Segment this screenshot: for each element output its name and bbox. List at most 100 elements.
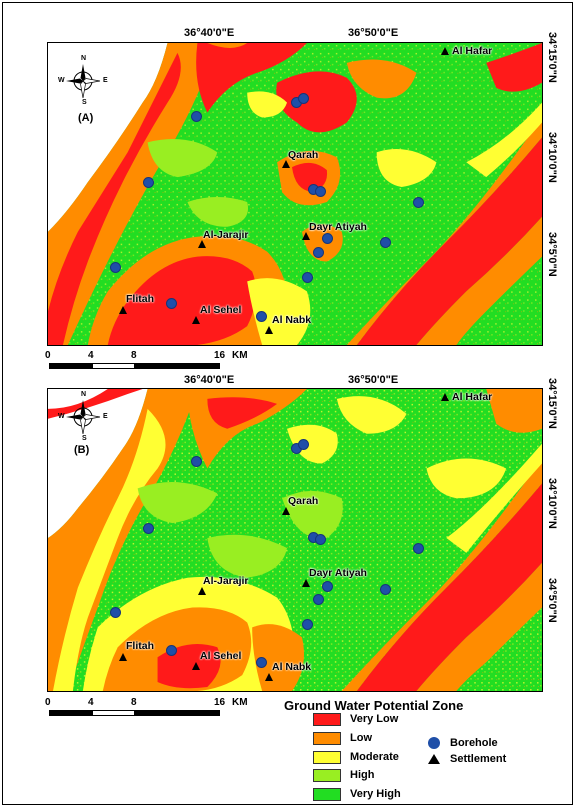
scale-units: KM (232, 350, 248, 361)
panel-label-b: (B) (74, 444, 90, 456)
settlement-marker[interactable] (265, 673, 273, 681)
settlement-label-al-nabk: Al Nabk (272, 661, 312, 673)
settlement-label-dayr-atiyah: Dayr Atiyah (309, 567, 367, 579)
borehole-marker[interactable] (143, 523, 154, 534)
lat-label-05: 34°5'0"N (546, 232, 558, 277)
settlement-marker[interactable] (282, 160, 290, 168)
settlement-marker[interactable] (192, 316, 200, 324)
legend-label: Moderate (350, 751, 399, 763)
scale-tick-4: 4 (88, 697, 94, 708)
compass-s: S (82, 99, 87, 106)
settlement-label-al-sehel: Al Sehel (200, 650, 242, 662)
legend-label: Very High (350, 788, 401, 800)
borehole-marker[interactable] (143, 177, 154, 188)
lon-label-west: 36°40'0"E (184, 27, 235, 39)
lon-label-west: 36°40'0"E (184, 374, 235, 386)
no-data-area (48, 389, 148, 539)
settlement-marker[interactable] (441, 47, 449, 55)
legend-label: Low (350, 732, 372, 744)
map-a-raster[interactable] (47, 42, 543, 346)
settlement-label-al-jarajir: Al-Jarajir (203, 229, 249, 241)
scale-tick-4: 4 (88, 350, 94, 361)
settlement-label-dayr-atiyah: Dayr Atiyah (309, 221, 367, 233)
legend-item-high: High (313, 768, 374, 782)
settlement-marker[interactable] (265, 326, 273, 334)
borehole-marker[interactable] (110, 607, 121, 618)
lat-label-15: 34°15'0"N (546, 378, 558, 429)
borehole-marker[interactable] (302, 619, 313, 630)
lat-label-10: 34°10'0"N (546, 132, 558, 183)
scale-tick-0: 0 (45, 350, 51, 361)
compass-n: N (81, 55, 87, 62)
settlement-marker[interactable] (198, 240, 206, 248)
legend-label: Very Low (350, 713, 399, 725)
borehole-dot-icon (428, 737, 440, 749)
borehole-marker[interactable] (298, 93, 309, 104)
settlement-marker[interactable] (282, 507, 290, 515)
north-arrow-icon (62, 58, 104, 104)
legend-item-very-low: Very Low (313, 712, 398, 726)
north-arrow-icon (62, 394, 104, 440)
legend-item-moderate: Moderate (313, 750, 399, 764)
borehole-marker[interactable] (313, 594, 324, 605)
borehole-marker[interactable] (166, 645, 177, 656)
legend-item-settlement: Settlement (428, 752, 506, 766)
lat-label-10: 34°10'0"N (546, 478, 558, 529)
legend-label: Settlement (450, 753, 507, 765)
settlement-label-al-sehel: Al Sehel (200, 304, 242, 316)
borehole-marker[interactable] (166, 298, 177, 309)
borehole-marker[interactable] (302, 272, 313, 283)
borehole-marker[interactable] (298, 439, 309, 450)
settlement-marker[interactable] (302, 579, 310, 587)
borehole-marker[interactable] (380, 584, 391, 595)
legend-title: Ground Water Potential Zone (284, 698, 464, 713)
borehole-marker[interactable] (256, 311, 267, 322)
settlement-marker[interactable] (119, 653, 127, 661)
panel-label-a: (A) (78, 112, 94, 124)
borehole-marker[interactable] (380, 237, 391, 248)
zone-raster-a (48, 43, 542, 345)
map-b-raster[interactable] (47, 388, 543, 692)
settlement-marker[interactable] (192, 662, 200, 670)
settlement-marker[interactable] (302, 232, 310, 240)
settlement-label-al-jarajir: Al-Jarajir (203, 575, 249, 587)
settlement-marker[interactable] (441, 393, 449, 401)
borehole-marker[interactable] (110, 262, 121, 273)
borehole-marker[interactable] (313, 247, 324, 258)
settlement-label-al-hafar: Al Hafar (452, 391, 493, 403)
borehole-marker[interactable] (191, 456, 202, 467)
borehole-marker[interactable] (315, 186, 326, 197)
scale-tick-16: 16 (214, 697, 226, 708)
lon-label-east: 36°50'0"E (348, 27, 399, 39)
legend-swatch (313, 731, 341, 745)
scale-bar-b: 0 4 8 16 KM (45, 697, 248, 719)
settlement-label-al-nabk: Al Nabk (272, 314, 312, 326)
legend-item-low: Low (313, 731, 372, 745)
borehole-marker[interactable] (315, 534, 326, 545)
borehole-marker[interactable] (413, 197, 424, 208)
borehole-marker[interactable] (413, 543, 424, 554)
legend-item-very-high: Very High (313, 787, 401, 801)
settlement-label-qarah: Qarah (288, 149, 319, 161)
legend-swatch (313, 750, 341, 764)
settlement-triangle-icon (428, 754, 440, 764)
legend-swatch (313, 712, 341, 726)
compass-s: S (82, 435, 87, 442)
scale-tick-0: 0 (45, 697, 51, 708)
settlement-marker[interactable] (119, 306, 127, 314)
borehole-marker[interactable] (322, 233, 333, 244)
compass-e: E (103, 77, 108, 84)
borehole-marker[interactable] (256, 657, 267, 668)
lat-label-05: 34°5'0"N (546, 578, 558, 623)
scale-bar-a: 0 4 8 16 KM (45, 350, 248, 372)
scale-tick-8: 8 (131, 697, 137, 708)
borehole-marker[interactable] (322, 581, 333, 592)
zone-raster-b (48, 389, 542, 691)
settlement-marker[interactable] (198, 587, 206, 595)
very-low-zone (48, 52, 181, 345)
compass-e: E (103, 413, 108, 420)
settlement-label-qarah: Qarah (288, 495, 319, 507)
borehole-marker[interactable] (191, 111, 202, 122)
settlement-label-flitah: Flitah (126, 293, 154, 305)
